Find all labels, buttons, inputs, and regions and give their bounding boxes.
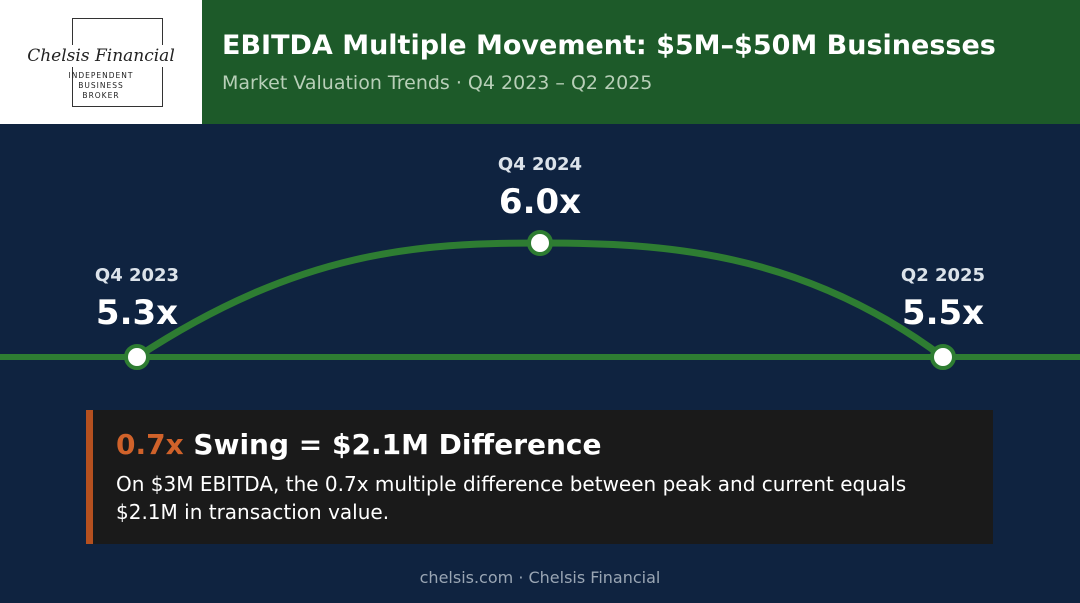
multiple-label: 5.3x (95, 293, 179, 333)
logo-tagline: BROKER (82, 91, 120, 100)
callout-box (86, 410, 993, 544)
multiple-label: 5.5x (901, 293, 985, 333)
point-marker (124, 344, 150, 370)
logo-tagline: INDEPENDENT (68, 71, 134, 80)
point-marker (930, 344, 956, 370)
title: EBITDA Multiple Movement: $5M–$50M Busin… (222, 30, 996, 61)
footer: chelsis.com · Chelsis Financial (419, 568, 661, 587)
trend-curve (135, 239, 946, 360)
callout-title: 0.7x Swing = $2.1M Difference (116, 428, 602, 461)
logo-name: Chelsis Financial (0, 45, 202, 67)
period-label: Q4 2024 (497, 154, 583, 175)
callout-highlight: 0.7x (116, 428, 184, 461)
callout-heading: Swing = $2.1M Difference (193, 428, 602, 461)
point-marker (527, 230, 553, 256)
period-label: Q4 2023 (94, 265, 180, 286)
subtitle: Market Valuation Trends · Q4 2023 – Q2 2… (222, 72, 653, 94)
callout-body: On $3M EBITDA, the 0.7x multiple differe… (116, 472, 907, 524)
period-label: Q2 2025 (900, 265, 986, 286)
trend-graphic (0, 230, 1080, 370)
logo-tagline: BUSINESS (78, 81, 124, 90)
multiple-label: 6.0x (498, 182, 582, 222)
